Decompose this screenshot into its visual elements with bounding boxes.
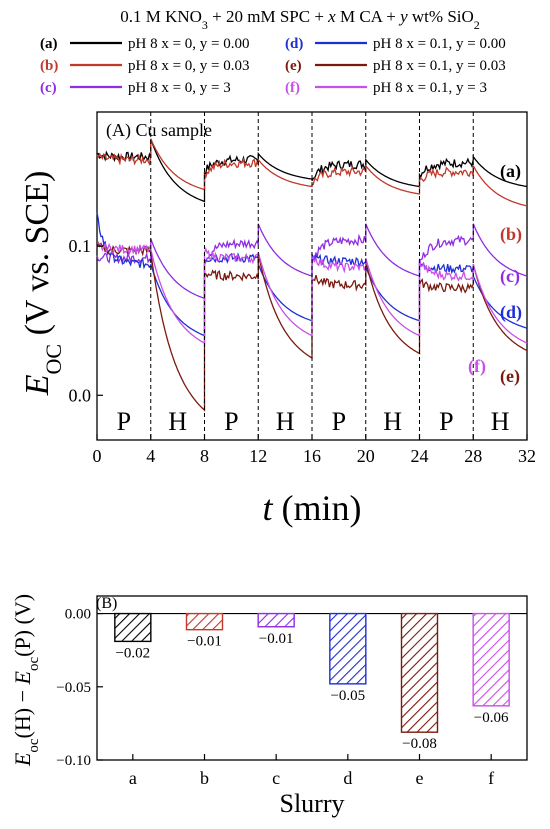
x-tick-label: 32 <box>518 446 536 466</box>
end-label-a: (a) <box>500 161 521 182</box>
phase-label: P <box>332 407 346 436</box>
panel-b-frame <box>96 595 528 761</box>
legend-entry-c: (c) pH 8 x = 0, y = 3 <box>40 80 231 96</box>
y-tick-label: 0.0 <box>69 385 92 405</box>
legend-tag: (b) <box>40 58 58 74</box>
phase-label: P <box>224 407 238 436</box>
x-tick-label: 0 <box>93 446 102 466</box>
bar-value-label: −0.05 <box>330 688 365 704</box>
panel-a-y-ticks: 0.0 0.1 <box>69 236 103 405</box>
panel-a-x-axis-label: t (min) <box>263 488 362 528</box>
end-label-c: (c) <box>500 266 520 287</box>
end-label-d: (d) <box>500 302 522 323</box>
end-label-f: (f) <box>468 356 486 377</box>
x-tick-label: 12 <box>249 446 267 466</box>
panel-a-y-axis-label: EOC (V vs. SCE) <box>19 171 66 397</box>
phase-label: H <box>276 407 295 436</box>
legend-tag: (f) <box>285 80 300 96</box>
panel-b: −0.02 −0.01 −0.01 −0.05 −0.08 −0.06 a b c d e f 0.… <box>10 594 528 818</box>
end-label-e: (e) <box>500 366 520 387</box>
legend-tag: (d) <box>285 36 303 52</box>
bar-value-label: −0.08 <box>402 736 437 752</box>
panel-b-x-ticks: a b c d e f <box>129 754 494 788</box>
phase-label: H <box>491 407 510 436</box>
panel-a: P H P H P H P H 0 4 8 12 16 20 24 28 32 0.0 0.1 (a) (b) (c… <box>19 111 536 528</box>
y-tick-label: 0.1 <box>69 236 92 256</box>
series-line-a <box>96 138 528 203</box>
x-tick-label: e <box>416 768 424 788</box>
x-tick-label: b <box>200 768 209 788</box>
y-tick-label: 0.00 <box>65 607 91 623</box>
legend-entry-e: (e) pH 8 x = 0.1, y = 0.03 <box>285 58 506 74</box>
legend-label: pH 8 x = 0.1, y = 0.03 <box>373 58 506 74</box>
phase-label: P <box>439 407 453 436</box>
bar-d <box>329 612 367 685</box>
legend-label: pH 8 x = 0.1, y = 0.00 <box>373 36 506 52</box>
legend: (a) pH 8 x = 0, y = 0.00 (b) pH 8 x = 0, y … <box>40 36 506 96</box>
legend-label: pH 8 x = 0, y = 0.03 <box>128 58 250 74</box>
series-end-labels: (a) (b) (c) (d) (f) (e) <box>468 161 522 387</box>
legend-entry-a: (a) pH 8 x = 0, y = 0.00 <box>40 36 250 52</box>
panel-a-x-ticks: 0 4 8 12 16 20 24 28 32 <box>93 434 536 466</box>
bar-f <box>472 612 510 707</box>
bar-value-label: −0.02 <box>115 645 150 661</box>
legend-tag: (e) <box>285 58 302 74</box>
x-tick-label: 28 <box>464 446 482 466</box>
x-tick-label: 24 <box>411 446 429 466</box>
bar-value-label: −0.01 <box>259 631 294 647</box>
legend-entry-d: (d) pH 8 x = 0.1, y = 0.00 <box>285 36 506 52</box>
legend-entry-b: (b) pH 8 x = 0, y = 0.03 <box>40 58 250 74</box>
x-tick-label: a <box>129 768 137 788</box>
panel-b-y-ticks: 0.00 −0.05 −0.10 <box>56 607 103 769</box>
figure-title: 0.1 M KNO3 + 20 mM SPC + x M CA + y wt% … <box>120 7 480 32</box>
panel-b-y-axis-label: Eoc(H) − Eoc(P) (V) <box>10 594 42 767</box>
panel-b-x-axis-label: Slurry <box>280 789 345 818</box>
bar-a <box>114 612 152 643</box>
x-tick-label: d <box>343 768 352 788</box>
panel-a-title: (A) Cu sample <box>106 120 212 141</box>
panel-b-value-labels: −0.02 −0.01 −0.01 −0.05 −0.08 −0.06 <box>115 631 509 752</box>
bar-value-label: −0.06 <box>474 710 509 726</box>
bar-b <box>185 612 224 631</box>
phase-label: H <box>168 407 187 436</box>
y-tick-label: −0.10 <box>56 753 91 769</box>
phase-label: H <box>383 407 402 436</box>
series-a <box>96 138 528 203</box>
bar-value-label: −0.01 <box>187 634 222 650</box>
x-tick-label: c <box>272 768 280 788</box>
x-tick-label: 4 <box>146 446 155 466</box>
y-tick-label: −0.05 <box>56 680 91 696</box>
legend-label: pH 8 x = 0.1, y = 3 <box>373 80 487 96</box>
panel-b-bars <box>114 612 510 733</box>
panel-b-title: (B) <box>96 595 117 612</box>
bar-e <box>400 612 439 733</box>
x-tick-label: 20 <box>357 446 375 466</box>
x-tick-label: 8 <box>200 446 209 466</box>
legend-label: pH 8 x = 0, y = 0.00 <box>128 36 250 52</box>
x-tick-label: f <box>488 768 494 788</box>
x-tick-label: 16 <box>303 446 321 466</box>
bar-c <box>257 612 295 628</box>
legend-tag: (a) <box>40 36 58 52</box>
legend-tag: (c) <box>40 80 57 96</box>
legend-entry-f: (f) pH 8 x = 0.1, y = 3 <box>285 80 487 96</box>
legend-label: pH 8 x = 0, y = 3 <box>128 80 231 96</box>
phase-dividers <box>150 112 474 440</box>
end-label-b: (b) <box>500 224 522 245</box>
phase-label: P <box>117 407 131 436</box>
